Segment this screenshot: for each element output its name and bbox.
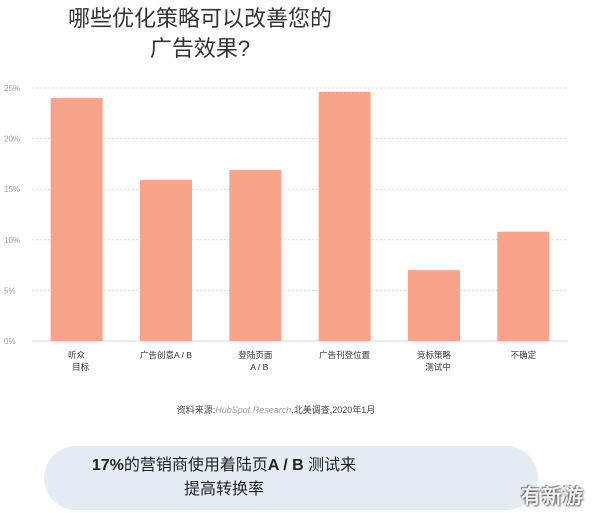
y-tick-label: 5% xyxy=(4,286,16,295)
chart-title: 哪些优化策略可以改善您的 广告效果? xyxy=(0,4,400,64)
watermark-logo: 有新游 xyxy=(521,486,584,508)
bar-5 xyxy=(408,270,460,341)
chart-title-line-2: 广告效果? xyxy=(149,36,251,61)
bar-4 xyxy=(318,92,371,341)
bar-2 xyxy=(140,180,192,341)
bar-3 xyxy=(229,169,282,341)
y-tick-label: 25% xyxy=(4,84,20,93)
source-publisher: HubSpot Research xyxy=(215,405,292,415)
stat-callout-card: 17%的营销商使用着陆页A / B 测试来 提高转换率 xyxy=(44,446,538,510)
bar-1 xyxy=(50,98,103,342)
x-category-label: 广告创意A / B xyxy=(140,350,192,360)
y-tick-label: 15% xyxy=(4,185,20,194)
x-category-label: A / B xyxy=(250,362,268,372)
source-suffix: ,北美调查,2020年1月 xyxy=(291,405,376,415)
chart-title-line-1: 哪些优化策略可以改善您的 xyxy=(67,6,332,31)
stat-callout-ab: A / B xyxy=(267,457,304,474)
stat-percentage: 17% xyxy=(91,457,124,474)
x-category-label: 测试中 xyxy=(425,362,451,372)
source-prefix: 资料来源: xyxy=(176,405,216,415)
stat-callout-line-1: 17%的营销商使用着陆页A / B 测试来 xyxy=(54,454,394,478)
x-category-label: 广告刊登位置 xyxy=(319,350,371,360)
x-category-label: 登陆页面 xyxy=(238,350,273,360)
y-tick-label: 20% xyxy=(4,135,20,144)
stat-callout-text: 17%的营销商使用着陆页A / B 测试来 提高转换率 xyxy=(54,454,394,502)
stat-callout-line-2: 提高转换率 xyxy=(183,481,264,498)
x-category-label: 不确定 xyxy=(511,350,537,360)
x-category-label: 竞标策略 xyxy=(417,350,452,360)
bar-6 xyxy=(497,231,550,341)
stat-callout-text-1: 的营销商使用着陆页 xyxy=(123,457,268,474)
x-category-label: 听众 xyxy=(68,350,86,360)
source-note: 资料来源:HubSpot Research,北美调查,2020年1月 xyxy=(0,403,552,416)
y-tick-label: 10% xyxy=(4,236,20,245)
stat-callout-text-2: 测试来 xyxy=(303,457,357,474)
x-category-label: 目标 xyxy=(72,362,90,372)
y-tick-label: 0% xyxy=(4,337,16,346)
